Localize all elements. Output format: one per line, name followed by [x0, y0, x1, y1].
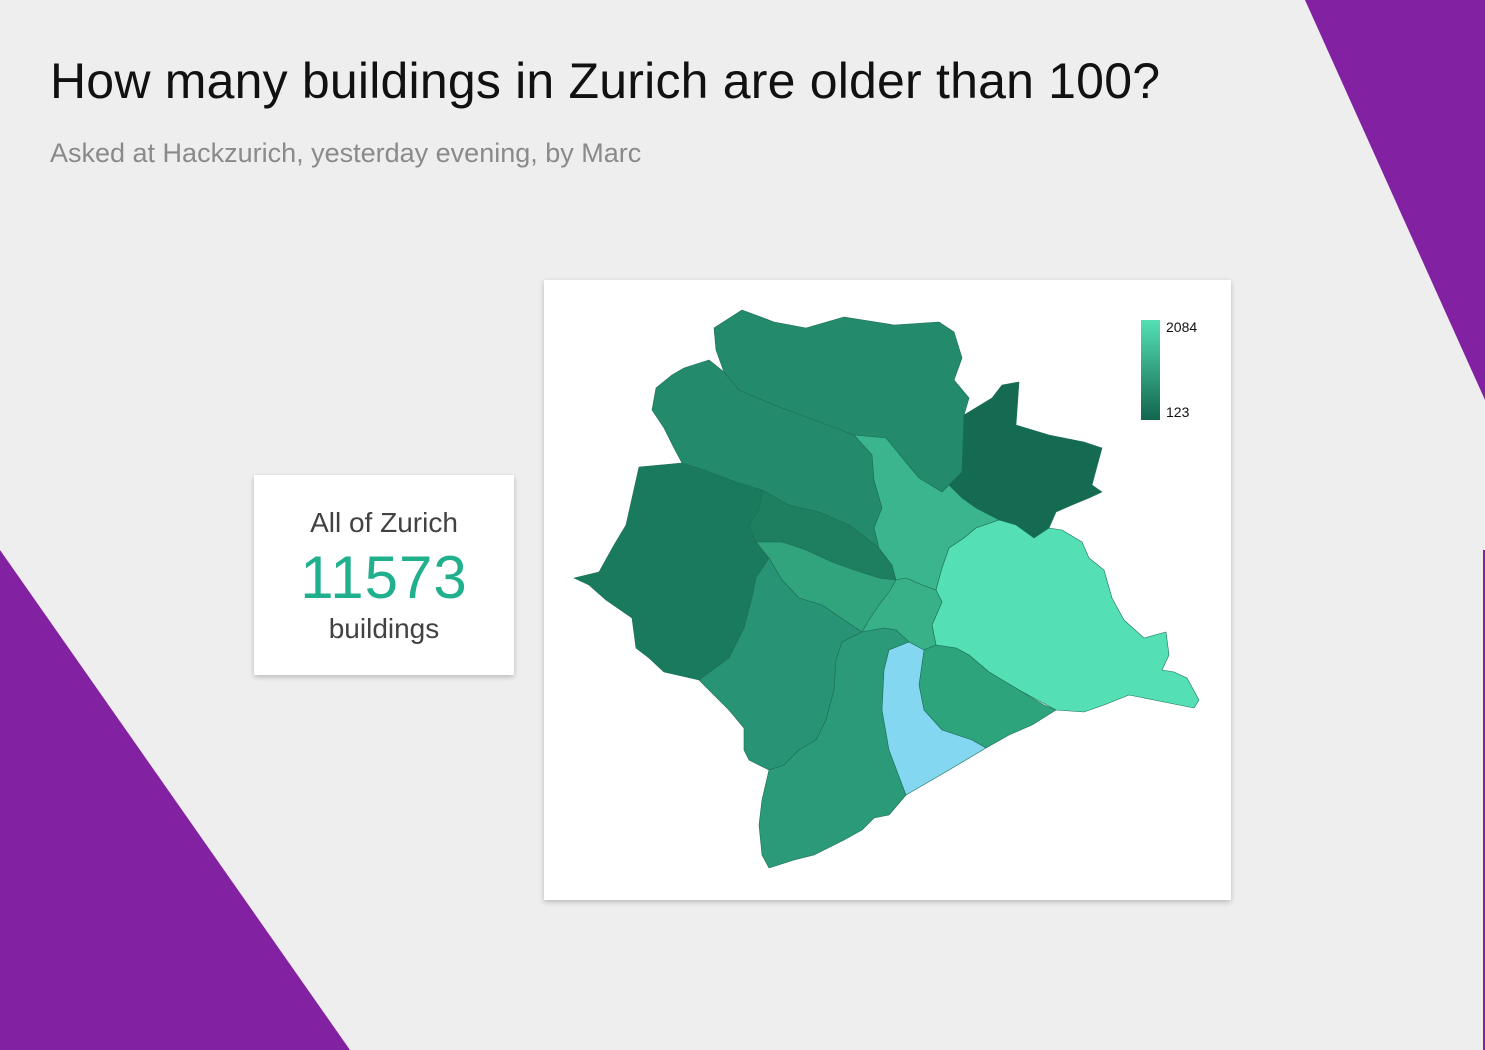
summary-card: All of Zurich 11573 buildings [254, 475, 514, 675]
purple-triangle-bottom-left [0, 550, 350, 1050]
legend: 2084 123 [1141, 319, 1197, 420]
summary-unit: buildings [328, 613, 440, 644]
district-lake-highlighted[interactable] [881, 641, 987, 796]
zurich-choropleth-map: 2084 123 [573, 309, 1200, 869]
legend-color-bar [1141, 320, 1160, 420]
legend-max-label: 2084 [1166, 319, 1197, 335]
legend-min-label: 123 [1166, 404, 1190, 420]
map-card: 2084 123 [544, 280, 1231, 900]
summary-label: All of Zurich [310, 507, 458, 538]
page-subtitle: Asked at Hackzurich, yesterday evening, … [50, 138, 642, 168]
districts-group [573, 309, 1200, 869]
purple-edge-right [1483, 550, 1485, 1050]
summary-value: 11573 [300, 544, 468, 611]
purple-triangle-top-right [1305, 0, 1485, 400]
page-title: How many buildings in Zurich are older t… [50, 53, 1161, 109]
